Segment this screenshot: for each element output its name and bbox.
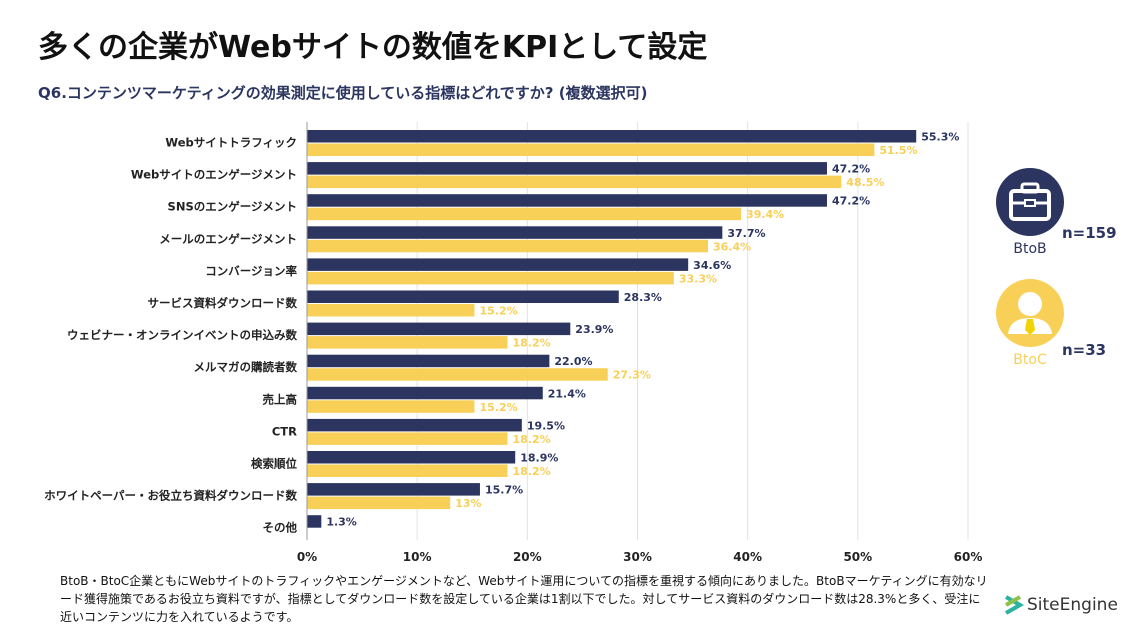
data-label-btob: 21.4% xyxy=(548,387,586,400)
bar-btob xyxy=(307,162,827,175)
bar-btoc xyxy=(307,336,508,349)
bar-btoc xyxy=(307,400,475,413)
data-label-btob: 47.2% xyxy=(832,195,870,208)
bar-btoc xyxy=(307,175,842,189)
category-label: CTR xyxy=(272,424,297,438)
legend-btoc: BtoC xyxy=(995,278,1065,368)
data-label-btoc: 13% xyxy=(455,497,481,510)
data-label-btoc: 18.2% xyxy=(513,465,551,478)
data-label-btob: 23.9% xyxy=(575,323,613,336)
question-subtitle: Q6.コンテンツマーケティングの効果測定に使用している指標はどれですか? (複数… xyxy=(38,84,648,102)
data-label-btob: 34.6% xyxy=(693,259,731,272)
x-tick-label: 50% xyxy=(843,550,872,564)
data-label-btoc: 18.2% xyxy=(513,433,551,446)
data-label-btob: 1.3% xyxy=(326,516,357,529)
bar-btob xyxy=(307,258,689,271)
bar-btob xyxy=(307,226,723,239)
legend-btob-label: BtoB xyxy=(1013,241,1047,257)
x-tick-label: 30% xyxy=(623,550,652,564)
category-label: Webサイトのエンゲージメント xyxy=(131,168,297,182)
bar-btob xyxy=(307,322,571,336)
bar-btob xyxy=(307,451,516,464)
category-label: サービス資料ダウンロード数 xyxy=(148,296,298,310)
bar-btoc xyxy=(307,207,742,221)
x-tick-label: 20% xyxy=(513,550,542,564)
category-label: メールのエンゲージメント xyxy=(159,232,297,246)
logo-mark-icon xyxy=(1005,595,1024,615)
bar-btob xyxy=(307,194,827,207)
bar-btoc xyxy=(307,464,508,477)
legend-btoc-label: BtoC xyxy=(1013,352,1047,368)
bar-btoc xyxy=(307,271,674,285)
data-label-btob: 55.3% xyxy=(921,131,959,144)
bar-btob xyxy=(307,418,522,432)
bar-btob xyxy=(307,130,917,143)
category-label: その他 xyxy=(263,521,298,535)
logo-text: SiteEngine xyxy=(1027,595,1118,615)
data-label-btoc: 48.5% xyxy=(846,176,884,189)
category-label: SNSのエンゲージメント xyxy=(168,200,297,214)
siteengine-logo: SiteEngine xyxy=(1002,593,1118,617)
bar-btob xyxy=(307,483,480,496)
data-label-btoc: 51.5% xyxy=(879,144,917,157)
category-label: Webサイトトラフィック xyxy=(165,136,297,150)
data-label-btoc: 15.2% xyxy=(479,401,517,414)
x-tick-label: 40% xyxy=(733,550,762,564)
bar-btoc xyxy=(307,143,875,156)
bar-btob xyxy=(307,386,543,400)
x-tick-label: 10% xyxy=(403,550,432,564)
x-tick-label: 60% xyxy=(954,550,983,564)
data-label-btob: 22.0% xyxy=(554,355,592,368)
bar-btob xyxy=(307,290,619,303)
data-label-btoc: 39.4% xyxy=(746,208,784,221)
data-label-btoc: 15.2% xyxy=(479,305,517,318)
x-tick-label: 0% xyxy=(297,550,317,564)
data-label-btoc: 33.3% xyxy=(679,272,717,285)
data-label-btob: 37.7% xyxy=(727,227,765,240)
btoc-sample-size: n=33 xyxy=(1062,341,1107,359)
bar-btoc xyxy=(307,368,608,381)
briefcase-icon xyxy=(996,168,1064,236)
bar-btob xyxy=(307,354,550,368)
data-label-btob: 28.3% xyxy=(624,291,662,304)
category-label: ホワイトペーパー・お役立ち資料ダウンロード数 xyxy=(44,489,297,503)
summary-note: BtoB・BtoC企業ともにWebサイトのトラフィックやエンゲージメントなど、W… xyxy=(60,574,988,624)
bar-btoc xyxy=(307,432,508,445)
category-label: メルマガの購読者数 xyxy=(194,360,298,374)
bar-btoc xyxy=(307,239,709,253)
category-label: 売上高 xyxy=(263,392,298,406)
bar-btoc xyxy=(307,304,475,317)
legend-btob: BtoB xyxy=(995,167,1065,257)
page-title: 多くの企業がWebサイトの数値をKPIとして設定 xyxy=(38,30,708,65)
btob-sample-size: n=159 xyxy=(1062,224,1117,242)
data-label-btoc: 18.2% xyxy=(513,337,551,350)
category-label: ウェビナー・オンラインイベントの申込み数 xyxy=(67,328,297,342)
data-label-btoc: 36.4% xyxy=(713,240,751,253)
category-label: コンバージョン率 xyxy=(205,264,297,278)
data-label-btob: 18.9% xyxy=(520,452,558,465)
data-label-btoc: 27.3% xyxy=(613,369,651,382)
data-label-btob: 47.2% xyxy=(832,163,870,176)
data-label-btob: 15.7% xyxy=(485,484,523,497)
person-icon xyxy=(996,279,1064,347)
data-label-btob: 19.5% xyxy=(527,419,565,432)
bar-btob xyxy=(307,515,322,528)
bar-btoc xyxy=(307,496,451,510)
category-label: 検索順位 xyxy=(251,457,297,471)
